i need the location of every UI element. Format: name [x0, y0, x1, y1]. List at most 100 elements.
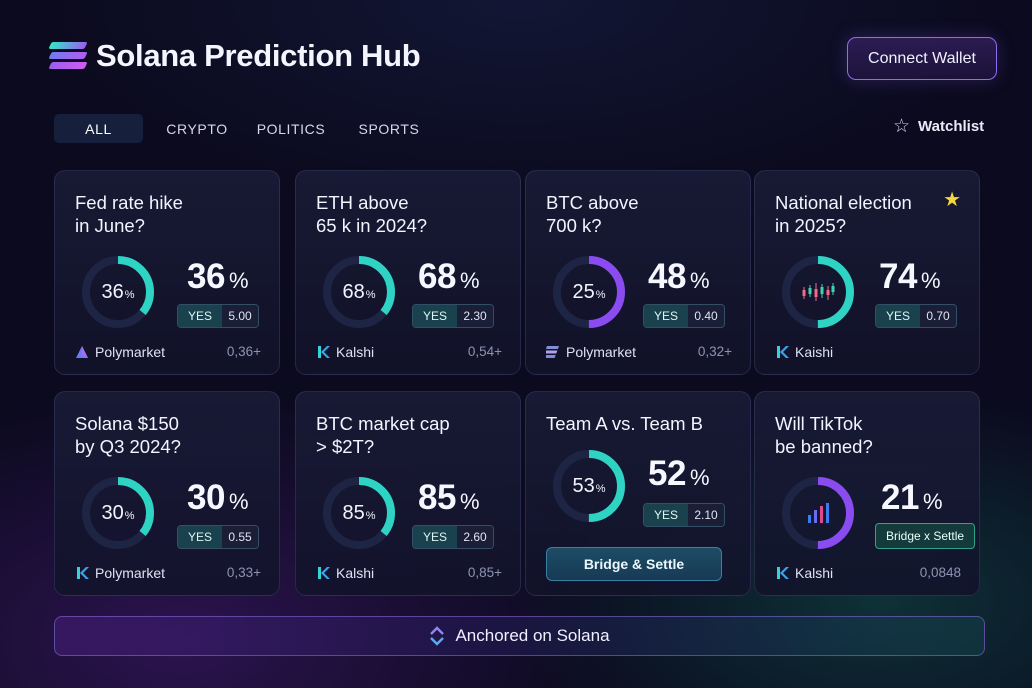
ring-pct-sign: %	[124, 288, 135, 301]
candlestick-chart-icon	[779, 253, 857, 331]
tab-politics[interactable]: POLITICS	[256, 120, 326, 137]
yes-price-pill[interactable]: YES 2.10	[643, 503, 725, 527]
yes-price: 5.00	[222, 305, 258, 327]
odds-percent: 30%	[187, 478, 249, 517]
kalshi-k-icon	[75, 566, 89, 580]
yes-price-pill[interactable]: YES 2.30	[412, 304, 494, 328]
yes-price-pill[interactable]: YES 0.40	[643, 304, 725, 328]
market-card[interactable]: ETH above 65 k in 2024? 68% 68% YES 2.30 …	[295, 170, 521, 375]
tab-sports[interactable]: SPORTS	[358, 120, 420, 137]
odds-percent: 52%	[648, 454, 710, 493]
provider-name: Polymarket	[566, 344, 637, 360]
tab-crypto[interactable]: CRYPTO	[166, 120, 228, 137]
market-change: 0,54+	[467, 344, 502, 359]
odds-ring: 36%	[79, 253, 157, 331]
odds-ring: 85%	[320, 474, 398, 552]
solana-logo-icon	[48, 40, 88, 72]
yes-price-pill[interactable]: YES 2.60	[412, 525, 494, 549]
yes-button[interactable]: YES	[178, 305, 222, 327]
ring-pct-sign: %	[595, 288, 606, 301]
anchored-banner[interactable]: Anchored on Solana	[54, 616, 985, 656]
market-provider: Kalshi	[775, 565, 833, 581]
kalshi-k-icon	[316, 566, 330, 580]
yes-price: 2.30	[457, 305, 493, 327]
yes-button[interactable]: YES	[413, 305, 457, 327]
market-title: BTC market cap > $2T?	[316, 413, 450, 457]
ring-value: 53	[572, 474, 595, 497]
provider-name: Polymarket	[95, 565, 166, 581]
market-card[interactable]: National election in 2025? ★ 74% YES 0.70…	[754, 170, 980, 375]
polymarket-triangle-icon	[75, 345, 89, 359]
odds-ring: 68%	[320, 253, 398, 331]
yes-price-pill[interactable]: YES 0.55	[177, 525, 259, 549]
yes-button[interactable]: YES	[644, 305, 688, 327]
market-change: 0,36+	[226, 344, 261, 359]
yes-price: 0.40	[688, 305, 724, 327]
kalshi-k-icon	[316, 345, 330, 359]
favorite-star-icon[interactable]: ★	[943, 189, 961, 211]
market-provider: Kalshi	[316, 344, 374, 360]
yes-button[interactable]: YES	[178, 526, 222, 548]
ring-value: 85	[342, 501, 365, 524]
yes-button[interactable]: YES	[644, 504, 688, 526]
odds-ring: 30%	[79, 474, 157, 552]
market-title: ETH above 65 k in 2024?	[316, 192, 428, 236]
provider-name: Kaishi	[795, 344, 834, 360]
ring-value: 25	[572, 280, 595, 303]
market-card[interactable]: BTC market cap > $2T? 85% 85% YES 2.60 Ka…	[295, 391, 521, 596]
bridge-settle-pill[interactable]: Bridge x Settle	[875, 523, 976, 549]
watchlist-button[interactable]: ☆ Watchlist	[893, 117, 984, 136]
yes-price: 0.70	[920, 305, 956, 327]
yes-button[interactable]: YES	[876, 305, 920, 327]
market-title: National election in 2025?	[775, 192, 912, 236]
star-outline-icon: ☆	[893, 116, 911, 137]
ring-pct-sign: %	[365, 509, 376, 522]
market-change: 0,85+	[467, 565, 502, 580]
app-title: Solana Prediction Hub	[96, 38, 421, 73]
watchlist-label: Watchlist	[918, 118, 985, 135]
ring-pct-sign: %	[365, 288, 376, 301]
bar-chart-icon	[779, 474, 857, 552]
odds-percent: 36%	[187, 257, 249, 296]
market-card[interactable]: Solana $150 by Q3 2024? 30% 30% YES 0.55 …	[54, 391, 280, 596]
odds-percent: 68%	[418, 257, 480, 296]
market-title: BTC above 700 k?	[546, 192, 639, 236]
odds-percent: 74%	[879, 257, 941, 296]
tab-all[interactable]: ALL	[54, 114, 143, 143]
market-change: 0,0848	[919, 565, 961, 580]
up-down-chevrons-icon	[430, 626, 445, 646]
market-change: 0,33+	[226, 565, 261, 580]
solana-stripes-icon	[546, 346, 560, 358]
market-card[interactable]: Will TikTok be banned? 21% Bridge x Settl…	[754, 391, 980, 596]
bridge-settle-button[interactable]: Bridge & Settle	[546, 547, 722, 581]
odds-percent: 21%	[881, 478, 943, 517]
odds-ring: 53%	[550, 447, 628, 525]
market-card[interactable]: Team A vs. Team B 53% 52% YES 2.10 Bridge…	[525, 391, 751, 596]
market-provider: Polymarket	[75, 344, 165, 360]
odds-percent: 85%	[418, 478, 480, 517]
ring-pct-sign: %	[595, 482, 606, 495]
kalshi-k-icon	[775, 566, 789, 580]
provider-name: Kalshi	[336, 344, 375, 360]
kalshi-k-icon	[775, 345, 789, 359]
yes-price-pill[interactable]: YES 0.70	[875, 304, 957, 328]
provider-name: Kalshi	[795, 565, 834, 581]
ring-pct-sign: %	[124, 509, 135, 522]
ring-value: 36	[101, 280, 124, 303]
yes-price: 2.60	[457, 526, 493, 548]
yes-price: 0.55	[222, 526, 258, 548]
market-card[interactable]: BTC above 700 k? 25% 48% YES 0.40 Polymar…	[525, 170, 751, 375]
ring-value: 30	[101, 501, 124, 524]
footer-label: Anchored on Solana	[455, 626, 610, 645]
market-provider: Kaishi	[775, 344, 833, 360]
connect-wallet-button[interactable]: Connect Wallet	[847, 37, 997, 80]
market-provider: Polymarket	[546, 344, 636, 360]
market-provider: Polymarket	[75, 565, 165, 581]
yes-price-pill[interactable]: YES 5.00	[177, 304, 259, 328]
market-change: 0,32+	[697, 344, 732, 359]
market-card[interactable]: Fed rate hike in June? 36% 36% YES 5.00 P…	[54, 170, 280, 375]
yes-price: 2.10	[688, 504, 724, 526]
yes-button[interactable]: YES	[413, 526, 457, 548]
market-title: Team A vs. Team B	[546, 413, 703, 434]
provider-name: Kalshi	[336, 565, 375, 581]
